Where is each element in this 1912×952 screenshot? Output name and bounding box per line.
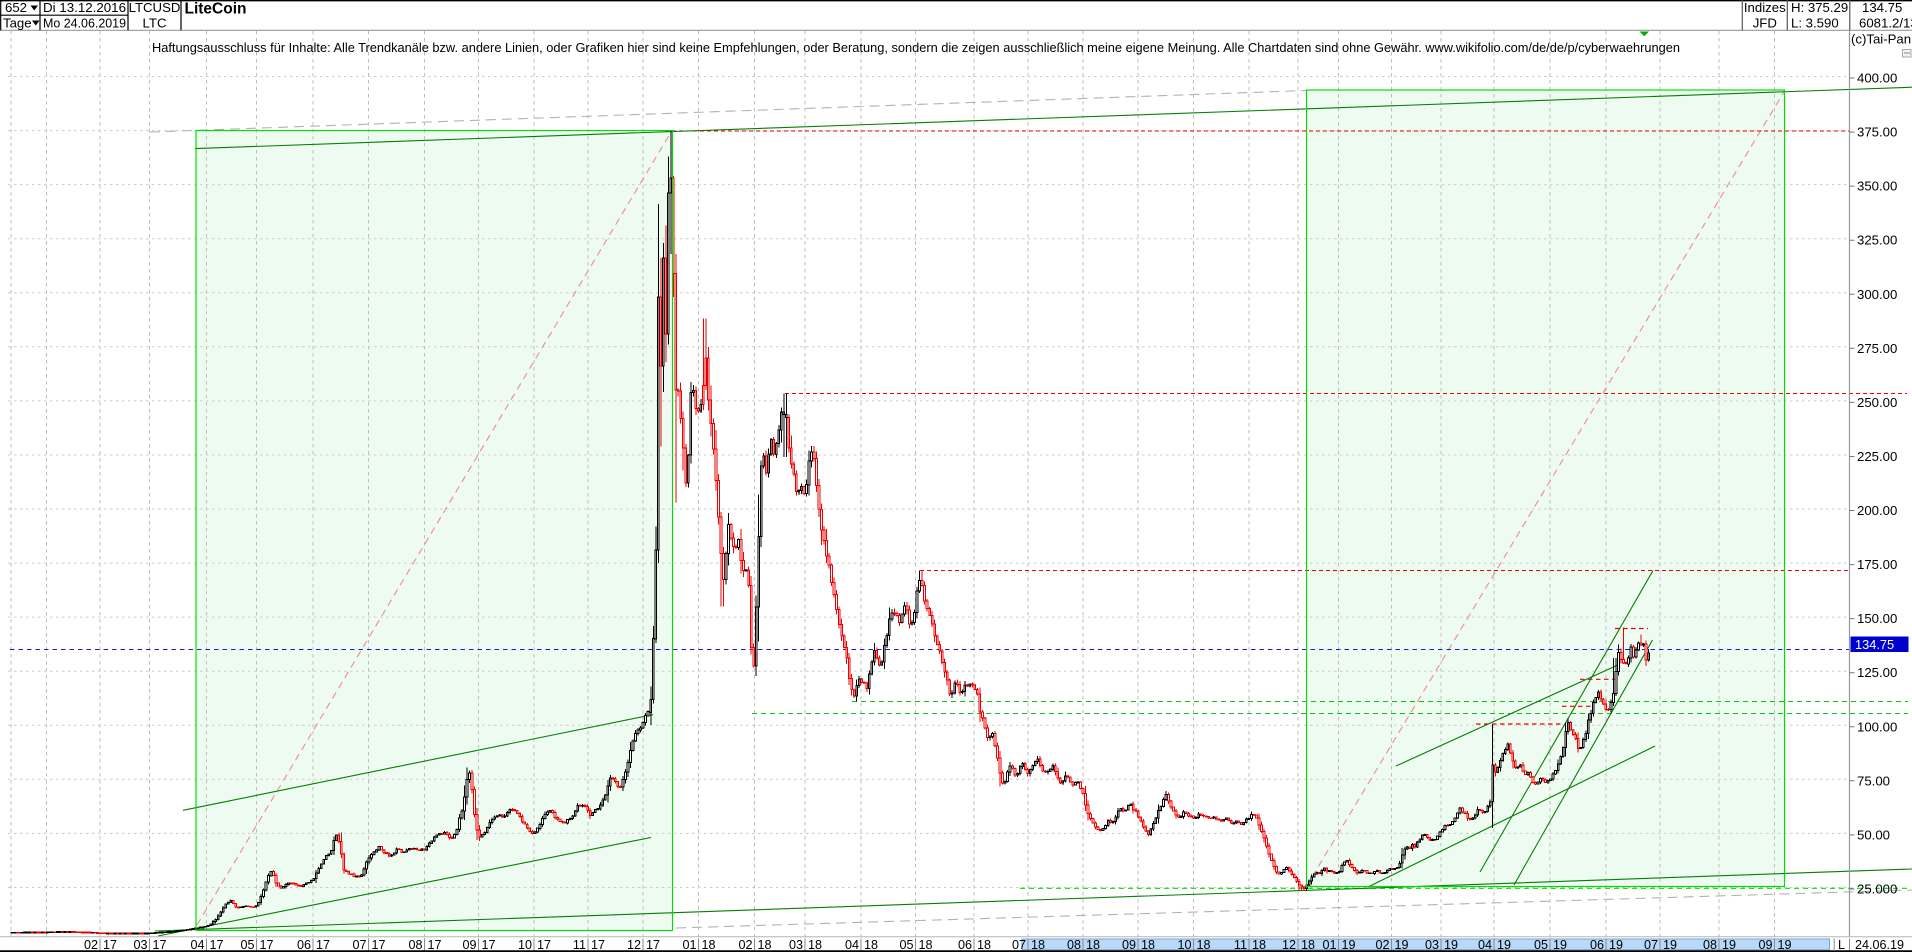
svg-text:19: 19 — [1497, 938, 1511, 952]
svg-text:175.00: 175.00 — [1857, 557, 1897, 572]
svg-text:08: 08 — [1703, 938, 1717, 952]
svg-text:08: 08 — [408, 938, 422, 952]
svg-text:LTCUSD: LTCUSD — [129, 0, 181, 15]
svg-text:LiteCoin: LiteCoin — [185, 1, 247, 18]
svg-text:17: 17 — [646, 938, 660, 952]
svg-text:19: 19 — [1609, 938, 1623, 952]
svg-text:19: 19 — [1778, 938, 1792, 952]
svg-text:17: 17 — [260, 938, 274, 952]
svg-text:05: 05 — [899, 938, 913, 952]
svg-text:134.75: 134.75 — [1862, 0, 1902, 15]
svg-text:(c)Tai-Pan: (c)Tai-Pan — [1851, 32, 1911, 47]
svg-text:06: 06 — [1590, 938, 1604, 952]
svg-text:652: 652 — [5, 0, 27, 15]
svg-text:05: 05 — [240, 938, 254, 952]
svg-text:11: 11 — [1234, 938, 1247, 952]
svg-text:325.00: 325.00 — [1857, 233, 1897, 248]
svg-text:250.00: 250.00 — [1857, 395, 1897, 410]
svg-text:03: 03 — [133, 938, 147, 952]
svg-text:100.00: 100.00 — [1857, 719, 1897, 734]
svg-text:09: 09 — [1122, 938, 1136, 952]
svg-text:350.00: 350.00 — [1857, 179, 1897, 194]
svg-text:05: 05 — [1534, 938, 1548, 952]
svg-text:19: 19 — [1342, 938, 1356, 952]
svg-text:17: 17 — [537, 938, 551, 952]
svg-text:75.00: 75.00 — [1857, 773, 1890, 788]
svg-text:18: 18 — [808, 938, 822, 952]
svg-text:Mo 24.06.2019: Mo 24.06.2019 — [43, 15, 126, 30]
svg-text:11: 11 — [573, 938, 586, 952]
svg-text:Tage: Tage — [3, 15, 32, 30]
svg-text:17: 17 — [591, 938, 605, 952]
svg-text:125.00: 125.00 — [1857, 665, 1897, 680]
svg-text:18: 18 — [1031, 938, 1045, 952]
svg-text:18: 18 — [1141, 938, 1155, 952]
svg-text:19: 19 — [1444, 938, 1458, 952]
svg-text:10: 10 — [1177, 938, 1191, 952]
svg-text:02: 02 — [84, 938, 98, 952]
svg-text:10: 10 — [518, 938, 532, 952]
svg-text:03: 03 — [1425, 938, 1439, 952]
svg-text:04: 04 — [845, 938, 859, 952]
svg-text:18: 18 — [1086, 938, 1100, 952]
svg-text:375.00: 375.00 — [1857, 125, 1897, 140]
svg-text:06: 06 — [958, 938, 972, 952]
svg-text:07: 07 — [1644, 938, 1658, 952]
svg-text:150.00: 150.00 — [1857, 611, 1897, 626]
svg-text:18: 18 — [1197, 938, 1211, 952]
svg-text:17: 17 — [482, 938, 496, 952]
svg-text:17: 17 — [153, 938, 167, 952]
svg-text:200.00: 200.00 — [1857, 503, 1897, 518]
svg-text:19: 19 — [1722, 938, 1736, 952]
svg-text:H: 375.29: H: 375.29 — [1791, 0, 1848, 15]
svg-text:300.00: 300.00 — [1857, 287, 1897, 302]
svg-text:18: 18 — [758, 938, 772, 952]
svg-text:LTC: LTC — [143, 15, 167, 30]
svg-text:12: 12 — [1282, 938, 1296, 952]
svg-text:19: 19 — [1395, 938, 1409, 952]
svg-text:17: 17 — [316, 938, 330, 952]
svg-text:Haftungsausschluss für Inhalte: Haftungsausschluss für Inhalte: Alle Tre… — [152, 40, 1680, 55]
svg-text:17: 17 — [210, 938, 224, 952]
svg-text:25.000: 25.000 — [1857, 882, 1897, 897]
svg-text:19: 19 — [1553, 938, 1567, 952]
svg-text:400.00: 400.00 — [1857, 71, 1897, 86]
svg-text:04: 04 — [1478, 938, 1492, 952]
svg-text:08: 08 — [1067, 938, 1081, 952]
svg-text:225.00: 225.00 — [1857, 449, 1897, 464]
svg-text:07: 07 — [1012, 938, 1026, 952]
svg-text:17: 17 — [103, 938, 117, 952]
svg-text:18: 18 — [1301, 938, 1315, 952]
svg-text:50.00: 50.00 — [1857, 827, 1890, 842]
svg-text:09: 09 — [462, 938, 476, 952]
svg-text:18: 18 — [864, 938, 878, 952]
svg-text:02: 02 — [738, 938, 752, 952]
svg-text:275.00: 275.00 — [1857, 341, 1897, 356]
svg-text:12: 12 — [627, 938, 641, 952]
svg-text:02: 02 — [1375, 938, 1389, 952]
svg-text:L: L — [1838, 938, 1845, 952]
svg-text:17: 17 — [372, 938, 386, 952]
svg-text:04: 04 — [190, 938, 204, 952]
svg-text:18: 18 — [919, 938, 933, 952]
svg-text:07: 07 — [352, 938, 366, 952]
svg-text:03: 03 — [789, 938, 803, 952]
svg-text:01: 01 — [1322, 938, 1336, 952]
svg-text:Di 13.12.2016: Di 13.12.2016 — [43, 0, 126, 15]
svg-text:18: 18 — [1252, 938, 1266, 952]
svg-text:09: 09 — [1758, 938, 1772, 952]
svg-text:06: 06 — [297, 938, 311, 952]
svg-text:18: 18 — [702, 938, 716, 952]
svg-text:17: 17 — [428, 938, 442, 952]
svg-text:6081.2/133: 6081.2/133 — [1859, 15, 1912, 30]
svg-text:01: 01 — [682, 938, 696, 952]
svg-text:24.06.19: 24.06.19 — [1855, 938, 1904, 952]
svg-text:19: 19 — [1663, 938, 1677, 952]
svg-text:18: 18 — [977, 938, 991, 952]
svg-text:134.75: 134.75 — [1855, 637, 1894, 652]
svg-text:JFD: JFD — [1753, 15, 1777, 30]
svg-text:L: 3.590: L: 3.590 — [1791, 15, 1839, 30]
svg-text:Indizes: Indizes — [1744, 0, 1786, 15]
